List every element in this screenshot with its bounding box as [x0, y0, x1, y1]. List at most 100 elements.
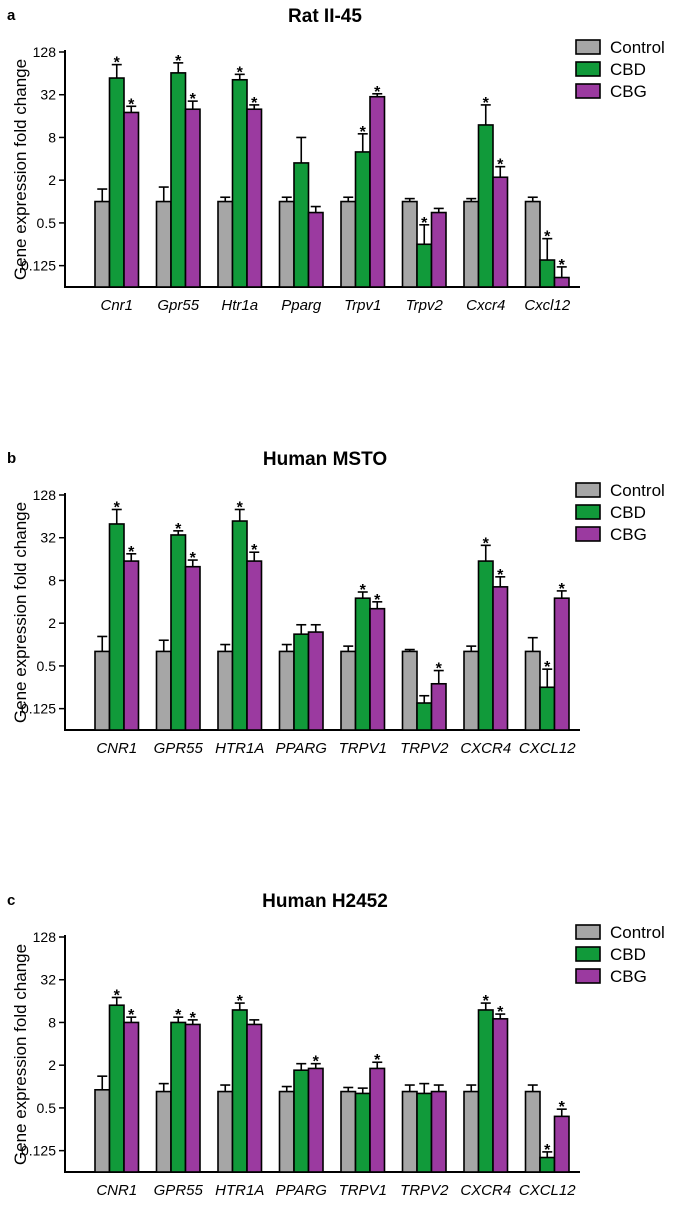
bar-cbg [246, 560, 263, 731]
bar-control [524, 650, 541, 731]
legend-label: CBG [610, 82, 647, 101]
bar-cbd [477, 560, 494, 731]
legend-label: Control [610, 38, 665, 57]
y-tick-label: 128 [33, 929, 57, 945]
y-tick-label: 2 [48, 172, 56, 188]
bar-cbd [477, 1009, 494, 1173]
significance-star: * [237, 64, 244, 81]
y-tick-label: 0.125 [21, 701, 56, 717]
bar-cbd [354, 151, 371, 288]
y-tick-label: 0.5 [37, 215, 57, 231]
significance-star: * [237, 993, 244, 1010]
significance-star: * [544, 659, 551, 676]
bar-cbg [430, 211, 447, 288]
bar-control [217, 200, 234, 288]
bar-control [340, 1090, 357, 1173]
y-tick-label: 0.125 [21, 258, 56, 274]
significance-star: * [497, 567, 504, 584]
x-tick-label: Trpv1 [344, 297, 381, 314]
significance-star: * [114, 499, 121, 516]
bar-cbg [369, 607, 386, 731]
y-tick-label: 2 [48, 1057, 56, 1073]
x-tick-label: Cxcl12 [524, 297, 571, 314]
x-tick-label: PPARG [276, 1182, 328, 1199]
bar-control [155, 200, 172, 288]
significance-star: * [374, 592, 381, 609]
significance-star: * [483, 535, 490, 552]
y-tick-label: 0.125 [21, 1143, 56, 1159]
bar-control [217, 1090, 234, 1173]
x-tick-label: TRPV1 [339, 1182, 387, 1199]
bar-cbg [123, 560, 140, 731]
significance-star: * [251, 95, 258, 112]
bar-cbg [492, 586, 509, 731]
bar-cbd [108, 523, 125, 731]
bar-cbg [553, 597, 570, 731]
x-tick-label: CXCR4 [460, 740, 511, 757]
y-tick-label: 0.5 [37, 658, 57, 674]
significance-star: * [497, 157, 504, 174]
significance-star: * [237, 499, 244, 516]
panel-title: Human MSTO [263, 449, 387, 470]
bar-cbd [108, 77, 125, 288]
y-tick-label: 8 [48, 129, 56, 145]
y-tick-label: 8 [48, 572, 56, 588]
significance-star: * [313, 1054, 320, 1071]
legend-label: CBG [610, 525, 647, 544]
significance-star: * [190, 91, 197, 108]
bar-control [217, 650, 234, 731]
x-tick-label: Pparg [281, 297, 322, 314]
panel-title: Human H2452 [262, 891, 388, 912]
y-tick-label: 128 [33, 44, 57, 60]
significance-star: * [374, 1052, 381, 1069]
bar-cbg [123, 1021, 140, 1173]
x-tick-label: HTR1A [215, 1182, 264, 1199]
bar-cbg [553, 276, 570, 288]
bar-cbg [123, 111, 140, 288]
bar-cbg [307, 1067, 324, 1173]
significance-star: * [114, 55, 121, 72]
x-tick-label: CNR1 [96, 740, 137, 757]
legend-swatch [575, 924, 601, 940]
x-tick-label: PPARG [276, 740, 328, 757]
significance-star: * [559, 257, 566, 274]
legend-label: CBG [610, 967, 647, 986]
significance-star: * [360, 582, 367, 599]
bar-cbd [293, 633, 310, 731]
x-tick-label: CNR1 [96, 1182, 137, 1199]
significance-star: * [251, 542, 258, 559]
y-tick-label: 32 [40, 530, 56, 546]
x-tick-label: Trpv2 [406, 297, 444, 314]
x-tick-label: GPR55 [154, 740, 204, 757]
x-tick-label: TRPV2 [400, 740, 449, 757]
y-tick-label: 8 [48, 1014, 56, 1030]
significance-star: * [483, 95, 490, 112]
x-tick-label: TRPV2 [400, 1182, 449, 1199]
significance-star: * [128, 96, 135, 113]
bar-control [94, 200, 111, 288]
y-tick-label: 32 [40, 972, 56, 988]
x-tick-label: CXCL12 [519, 740, 576, 757]
legend-label: Control [610, 481, 665, 500]
bar-cbd [416, 1092, 433, 1173]
x-tick-label: Gpr55 [157, 297, 199, 314]
significance-star: * [559, 581, 566, 598]
significance-star: * [559, 1099, 566, 1116]
bar-cbg [246, 108, 263, 288]
bar-cbg [184, 108, 201, 288]
panel-letter: b [7, 450, 16, 467]
bar-cbd [170, 1021, 187, 1173]
bar-cbd [231, 520, 248, 731]
bar-control [340, 200, 357, 288]
bar-cbg [430, 1090, 447, 1173]
significance-star: * [483, 993, 490, 1010]
bar-cbd [170, 534, 187, 731]
bar-cbg [430, 682, 447, 731]
bar-control [155, 1090, 172, 1173]
bar-control [340, 650, 357, 731]
significance-star: * [190, 550, 197, 567]
bar-control [524, 200, 541, 288]
x-tick-label: GPR55 [154, 1182, 204, 1199]
bar-cbg [369, 1067, 386, 1173]
